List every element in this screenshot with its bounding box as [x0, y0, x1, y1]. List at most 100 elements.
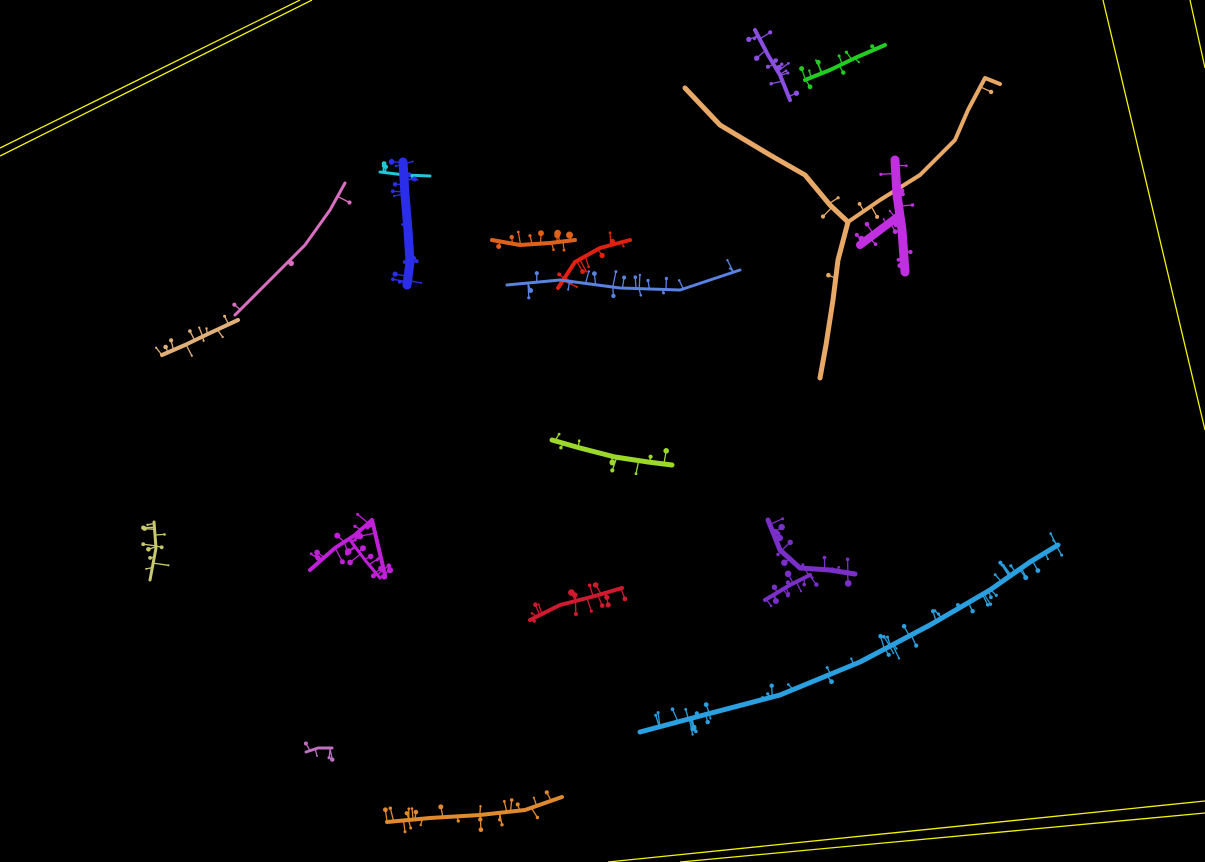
- spine-head: [784, 69, 788, 72]
- spine-head: [401, 223, 404, 226]
- spine-head: [353, 538, 357, 542]
- spine-head: [163, 344, 168, 350]
- spine-head: [648, 454, 653, 459]
- dendritic-spine: [530, 807, 539, 819]
- spine-head: [316, 754, 318, 757]
- spine-head: [956, 603, 960, 607]
- purple-dendrite-top-shaft: [753, 28, 792, 102]
- spine-head: [694, 711, 699, 716]
- lime-dendrite[interactable]: [549, 432, 675, 476]
- spine-head: [825, 666, 829, 670]
- spine-head: [587, 583, 592, 588]
- spine-head: [837, 565, 840, 569]
- spine-head: [604, 594, 610, 600]
- spine-head: [500, 823, 504, 827]
- spine-head: [339, 559, 345, 565]
- dendritic-spine: [356, 513, 370, 524]
- spine-head: [288, 260, 295, 267]
- spine-head: [882, 635, 886, 639]
- spine-head: [1002, 564, 1005, 567]
- blue-dendrite[interactable]: [388, 157, 423, 290]
- dendritic-spine: [562, 240, 565, 251]
- spine-head: [888, 209, 891, 213]
- spine-head: [557, 432, 561, 436]
- dendritic-spine: [886, 636, 892, 647]
- dendritic-spine: [142, 543, 157, 547]
- magenta-cluster-left-shaft: [308, 518, 387, 577]
- dendritic-spine: [1020, 567, 1028, 579]
- magenta-cluster-left[interactable]: [308, 512, 394, 580]
- dendritic-spine: [406, 279, 422, 284]
- spine-head: [146, 523, 149, 526]
- crimson-dendrite[interactable]: [528, 582, 628, 623]
- spine-head: [528, 288, 534, 293]
- pink-dendrite[interactable]: [232, 181, 352, 317]
- dendritic-spine: [588, 584, 594, 598]
- spine-head: [761, 696, 764, 700]
- dendritic-spine: [1052, 539, 1059, 546]
- cornflower-dendrite[interactable]: [505, 259, 742, 300]
- spine-head: [684, 708, 688, 711]
- spine-head: [633, 275, 638, 280]
- dendritic-spine: [828, 197, 839, 205]
- spine-head: [857, 61, 861, 64]
- spine-head: [478, 827, 484, 832]
- spine-head: [557, 272, 562, 277]
- spine-head: [334, 532, 341, 539]
- orange-dendrite[interactable]: [490, 229, 577, 252]
- spine-head: [392, 194, 396, 198]
- spine-head: [768, 30, 773, 35]
- spine-head: [726, 259, 729, 262]
- spine-head: [895, 647, 898, 650]
- dendritic-spine: [376, 565, 390, 576]
- spine-head: [784, 570, 792, 578]
- spine-head: [780, 62, 784, 66]
- spine-head: [1025, 576, 1028, 580]
- spine-head: [390, 189, 395, 194]
- spine-head: [639, 294, 643, 297]
- spine-head: [781, 517, 785, 521]
- skyblue-dendrite[interactable]: [637, 532, 1064, 736]
- tan-branching-dendrite[interactable]: [682, 76, 1002, 381]
- red-dendrite-top[interactable]: [556, 231, 632, 290]
- spine-head: [330, 757, 335, 762]
- dendritic-spine: [152, 562, 170, 566]
- spine-head: [900, 188, 905, 193]
- orchid-fragment[interactable]: [303, 741, 335, 762]
- spine-head: [1060, 553, 1064, 557]
- dendritic-spine: [402, 160, 414, 166]
- dendritic-spine: [527, 282, 530, 299]
- orange-dendrite-bottom[interactable]: [383, 790, 564, 834]
- spine-head: [769, 683, 774, 688]
- spine-head: [394, 164, 398, 168]
- spine-head: [589, 609, 593, 613]
- khaki-dendrite[interactable]: [141, 520, 170, 582]
- spine-head: [892, 229, 898, 235]
- spine-head: [879, 172, 883, 176]
- spine-head: [766, 692, 770, 696]
- spine-head: [787, 62, 790, 65]
- spine-head: [694, 729, 698, 734]
- spine-head: [664, 276, 669, 281]
- spine-head: [754, 55, 760, 61]
- crimson-dendrite-shaft: [528, 586, 624, 622]
- spine-head: [775, 58, 778, 62]
- spine-head: [989, 595, 993, 600]
- dendritic-spine: [509, 799, 513, 813]
- spine-head: [383, 807, 388, 813]
- purple-dendrite-top[interactable]: [746, 28, 800, 102]
- violet-cluster-right[interactable]: [763, 517, 858, 608]
- spine-head: [559, 446, 563, 450]
- spine-head: [221, 335, 224, 339]
- spine-head: [705, 719, 710, 725]
- dendritic-spine: [314, 748, 318, 757]
- spine-head: [438, 804, 444, 810]
- dendritic-spine: [567, 280, 571, 291]
- green-dendrite-top[interactable]: [799, 43, 887, 90]
- dendritic-spine: [685, 708, 690, 720]
- tan-dendrite-left[interactable]: [155, 314, 240, 357]
- dendritic-spine: [891, 644, 900, 660]
- magenta-dendrite-right[interactable]: [854, 155, 915, 277]
